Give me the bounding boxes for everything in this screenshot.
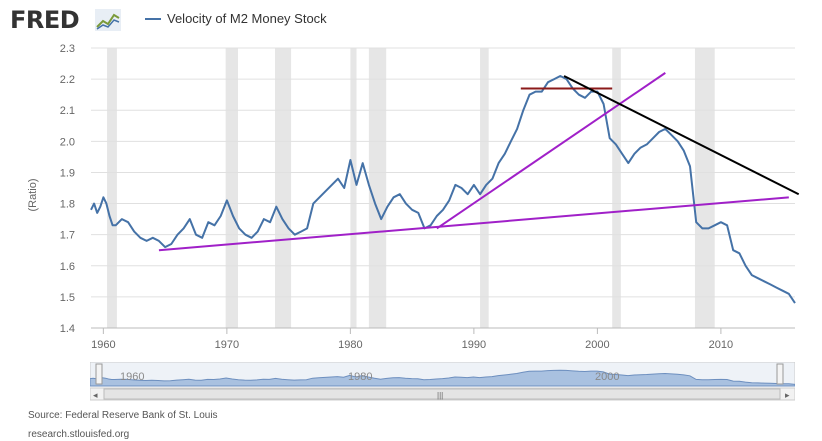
navigator-series-fill [89,369,796,387]
scroll-left-arrow-icon[interactable]: ◂ [93,390,98,400]
navigator-scrollbar-thumb[interactable] [103,388,781,400]
fred-logo[interactable]: FRED [10,6,80,34]
x-tick-label: 2000 [585,339,609,351]
range-navigator[interactable]: 1960 1980 2000 ||| ◂ ▸ [89,361,796,402]
y-tick-label: 2.3 [60,43,75,55]
y-tick-label: 1.7 [60,230,75,242]
recession-band [368,48,387,328]
trendline [563,75,800,196]
y-axis-label: (Ratio) [27,178,39,211]
y-tick-label: 1.8 [60,199,75,211]
grid-lines [91,47,795,329]
y-tick-label: 2.1 [60,105,75,117]
y-axis-ticks: 1.4 1.5 1.6 1.7 1.8 1.9 2.0 2.1 2.2 2.3 [60,43,75,335]
x-tick-label: 1990 [462,339,486,351]
legend-swatch [145,17,161,20]
y-tick-label: 2.0 [60,136,75,148]
y-tick-label: 1.5 [60,292,75,304]
chart-header: FRED Velocity of M2 Money Stock [0,0,822,40]
recession-band [694,48,715,328]
recession-band [225,48,238,328]
navigator-label: 1960 [120,371,144,383]
navigator-label: 2000 [595,371,619,383]
y-tick-label: 1.4 [60,323,75,335]
navigator-left-handle[interactable] [95,363,103,385]
line-chart[interactable]: 1.41.51.61.71.81.92.02.12.22.3 1960 1970 1… [0,35,822,360]
scroll-right-arrow-icon[interactable]: ▸ [785,390,790,400]
recession-band [612,48,621,328]
chart-legend[interactable]: Velocity of M2 Money Stock [145,11,327,26]
navigator-right-handle[interactable] [776,363,784,385]
site-link[interactable]: research.stlouisfed.org [28,429,130,440]
y-tick-label: 1.9 [60,167,75,179]
x-tick-label: 2010 [709,339,733,351]
legend-series-name: Velocity of M2 Money Stock [167,11,327,26]
y-tick-label: 2.2 [60,74,75,86]
trendline-group [158,72,800,252]
scrollbar-grip-icon: ||| [437,391,443,400]
x-tick-label: 1960 [91,339,115,351]
chart-line-icon [95,9,121,31]
x-axis-ticks: 1960 1970 1980 1990 2000 2010 [91,327,795,351]
recession-shading [107,48,715,328]
recession-band [275,48,292,328]
recession-band [107,48,117,328]
trendline [436,72,666,230]
series-line[interactable] [90,75,796,304]
y-tick-label: 1.6 [60,261,75,273]
x-tick-label: 1980 [338,339,362,351]
series-group [90,75,796,304]
x-tick-label: 1970 [215,339,239,351]
trendline [158,196,789,252]
navigator-chart[interactable]: 1960 1980 2000 ||| ◂ ▸ [89,361,796,402]
navigator-label: 1980 [348,371,372,383]
source-text: Source: Federal Reserve Bank of St. Loui… [28,410,218,421]
recession-band [350,48,357,328]
